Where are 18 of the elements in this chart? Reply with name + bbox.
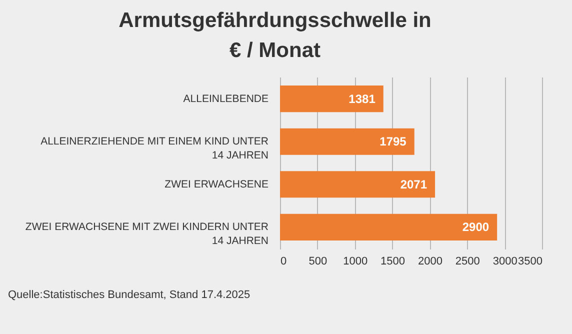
- source-note: Quelle:Statistisches Bundesamt, Stand 17.4.2025: [8, 289, 250, 301]
- x-tick-label: 1000: [343, 256, 368, 268]
- x-tick-label: 3000: [492, 256, 518, 268]
- y-tick-label: ALLEINLEBENDE: [183, 92, 268, 105]
- data-label: 2900: [462, 220, 490, 234]
- chart-title: Armutsgefährdungsschwelle in € / Monat: [118, 9, 432, 62]
- y-tick-label: ZWEI ERWACHSENE MIT ZWEI KINDERN UNTER 14 JAHREN: [25, 221, 269, 248]
- data-label: 1795: [380, 134, 407, 149]
- x-tick-label: 0: [280, 256, 287, 268]
- y-tick-label: ZWEI ERWACHSENE: [164, 178, 268, 190]
- data-label: 1381: [348, 92, 376, 106]
- data-label: 2071: [400, 177, 428, 192]
- x-tick-label: 3500: [518, 256, 542, 268]
- x-tick-label: 2000: [418, 256, 442, 268]
- y-tick-label: ALLEINERZIEHENDE MIT EINEM KIND UNTER 14 JAHREN: [40, 136, 269, 162]
- x-tick-label: 2500: [455, 256, 480, 268]
- x-tick-label: 500: [308, 256, 328, 268]
- x-tick-label: 1500: [380, 256, 406, 268]
